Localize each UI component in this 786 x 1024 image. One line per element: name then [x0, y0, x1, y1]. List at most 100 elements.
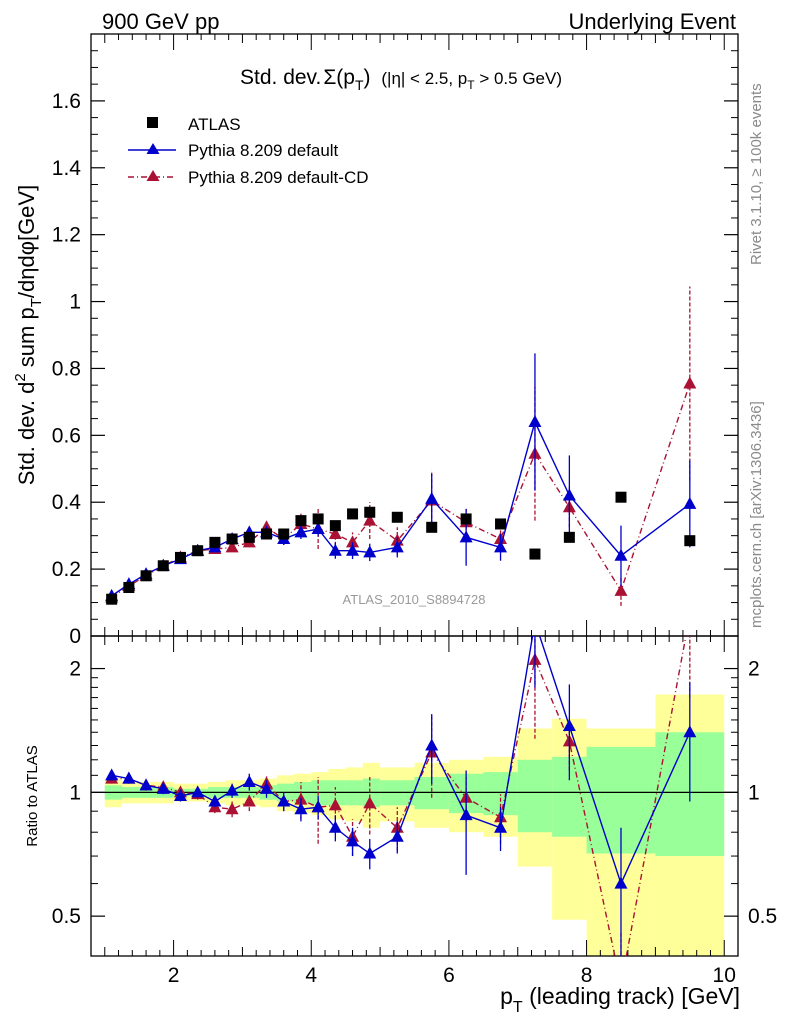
- main-y-tick-label: 1.2: [52, 224, 81, 247]
- legend-marker-pythia-cd: [146, 170, 160, 181]
- mcplots-label: mcplots.cern.ch [arXiv:1306.3436]: [748, 401, 765, 628]
- main-pythia-default-point: [346, 543, 360, 556]
- plot-title-cuts-sub: T: [467, 78, 475, 92]
- ratio-pythia-default-point: [683, 725, 697, 738]
- main-pythia-cd-line: [111, 383, 691, 599]
- main-pythia-default-line: [111, 419, 691, 597]
- main-atlas-point: [563, 531, 575, 543]
- main-pythia-default-point: [363, 545, 377, 558]
- ratio-pythia-default-point: [425, 738, 439, 751]
- header-right: Underlying Event: [568, 9, 736, 34]
- main-atlas-point: [426, 521, 438, 533]
- main-atlas-point: [615, 491, 627, 503]
- ratio-pythia-cd-point: [242, 794, 256, 807]
- main-y-tick-label: 0.4: [52, 491, 82, 514]
- main-pythia-default-point: [459, 530, 473, 543]
- main-pythia-default-point: [294, 525, 308, 538]
- plot-title: Std. dev.Σ(pT) (|η| < 2.5, pT > 0.5 GeV): [240, 66, 562, 93]
- main-atlas-point: [529, 548, 541, 560]
- main-y-tick-label: 1: [69, 291, 81, 314]
- ratio-pythia-default-point: [494, 820, 508, 833]
- main-atlas-point: [329, 520, 341, 532]
- main-atlas-point: [243, 531, 255, 543]
- plot-title-sigma-sub: T: [355, 77, 364, 93]
- ratio-pythia-default-point: [311, 800, 325, 813]
- ratio-pythia-default-point: [562, 718, 576, 731]
- ratio-pythia-default-point: [459, 808, 473, 821]
- ratio-pythia-default-point: [328, 820, 342, 833]
- ratio-plot-area: [91, 615, 738, 956]
- ratio-pythia-default-point: [208, 794, 222, 807]
- x-tick-label: 2: [168, 964, 180, 987]
- ratio-pythia-default-point: [277, 794, 291, 807]
- main-atlas-point: [157, 560, 169, 572]
- x-tick-label: 10: [713, 964, 736, 987]
- main-atlas-point: [295, 515, 307, 527]
- band-green-bin: [517, 759, 553, 833]
- plot-title-cuts: (|η| < 2.5, p: [381, 69, 467, 88]
- main-y-tick-label: 1.6: [52, 90, 81, 113]
- main-pythia-default-point: [494, 540, 508, 553]
- main-atlas-point: [278, 528, 290, 540]
- analysis-watermark: ATLAS_2010_S8894728: [343, 592, 486, 607]
- main-pythia-cd-point: [363, 513, 377, 526]
- x-tick-label: 8: [581, 964, 593, 987]
- plot-title-main: Std. dev.: [240, 66, 321, 89]
- ratio-pythia-default-point: [363, 846, 377, 859]
- main-y-tick-label: 1.4: [52, 157, 82, 180]
- main-plot-area: [105, 286, 697, 606]
- ratio-y-tick-label-right: 1: [748, 781, 760, 804]
- main-atlas-point: [209, 536, 221, 548]
- main-pythia-default-point: [614, 548, 628, 561]
- legend-label-atlas: ATLAS: [188, 115, 241, 134]
- main-pythia-default-point: [562, 488, 576, 501]
- ratio-pythia-default-point: [242, 774, 256, 787]
- main-pythia-default-point: [528, 414, 542, 427]
- x-axis-label-sub: T: [513, 999, 523, 1016]
- main-atlas-point: [106, 593, 118, 605]
- main-atlas-point: [123, 582, 135, 594]
- plot-title-sigma: Σ(p: [323, 66, 355, 89]
- ratio-pythia-default-point: [294, 802, 308, 815]
- ratio-pythia-default-point: [173, 788, 187, 801]
- main-y-axis-label: Std. dev. d2 sum pT/dηdφ[GeV]: [12, 185, 45, 485]
- main-pythia-default-point: [425, 491, 439, 504]
- ratio-pythia-default-point: [122, 771, 136, 784]
- main-pythia-default-point: [683, 496, 697, 509]
- legend: ATLAS Pythia 8.209 default Pythia 8.209 …: [128, 115, 369, 187]
- x-axis-label: pT (leading track) [GeV]: [500, 983, 740, 1016]
- ratio-pythia-default-point: [156, 781, 170, 794]
- main-y-axis-label-sub: T: [28, 298, 45, 307]
- ratio-pythia-default-point: [528, 615, 541, 627]
- main-atlas-point: [391, 511, 403, 523]
- main-atlas-point: [174, 551, 186, 563]
- main-y-axis-label-c: /dηdφ[GeV]: [14, 185, 39, 298]
- ratio-pythia-default-point: [191, 785, 205, 798]
- main-atlas-point: [364, 506, 376, 518]
- main-atlas-point: [192, 545, 204, 557]
- ratio-pythia-cd-point: [363, 796, 377, 809]
- main-pythia-cd-point: [346, 535, 360, 548]
- legend-label-pythia-cd: Pythia 8.209 default-CD: [188, 168, 369, 187]
- main-atlas-point: [140, 570, 152, 582]
- header-left: 900 GeV pp: [102, 9, 219, 34]
- ratio-pythia-default-point: [139, 778, 153, 791]
- main-y-axis-label-a: Std. dev. d: [14, 382, 39, 486]
- ratio-y-axis-label: Ratio to ATLAS: [24, 745, 41, 846]
- ratio-y-tick-label-right: 0.5: [748, 905, 777, 928]
- x-tick-label: 6: [443, 964, 455, 987]
- ratio-pythia-default-point: [225, 783, 239, 796]
- main-atlas-point: [312, 513, 324, 525]
- main-pythia-default-point: [390, 540, 404, 553]
- ratio-y-tick-label: 2: [69, 658, 81, 681]
- legend-marker-atlas: [147, 117, 158, 128]
- main-atlas-point: [347, 508, 359, 520]
- rivet-version-label: Rivet 3.1.10, ≥ 100k events: [748, 83, 765, 265]
- main-y-tick-label: 0: [69, 625, 81, 648]
- main-y-axis-label-b: sum p: [14, 307, 39, 373]
- legend-label-pythia-default: Pythia 8.209 default: [188, 141, 339, 160]
- ratio-pythia-default-point: [105, 768, 119, 781]
- ratio-pythia-cd-point: [225, 802, 239, 815]
- main-pythia-cd-point: [225, 540, 239, 553]
